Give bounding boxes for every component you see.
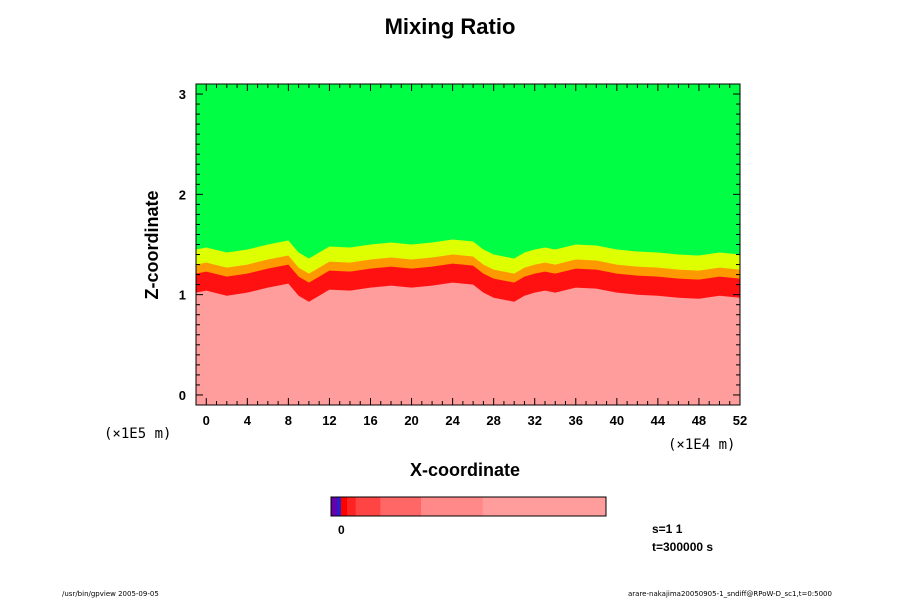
x-scale-label: (×1E4 m) bbox=[668, 437, 735, 453]
footer-right: arare-nakajima20050905-1_sndiff@RPoW-D_s… bbox=[628, 590, 832, 598]
y-tick-label: 3 bbox=[179, 87, 186, 102]
x-tick-label: 32 bbox=[527, 413, 541, 428]
status-s: s=1 1 bbox=[652, 522, 683, 536]
x-tick-label: 48 bbox=[692, 413, 706, 428]
y-axis: 0 1 2 3 bbox=[179, 83, 740, 406]
footer-left: /usr/bin/gpview 2005-09-05 bbox=[62, 590, 159, 598]
heatmap-field bbox=[196, 84, 740, 405]
status-t: t=300000 s bbox=[652, 540, 714, 554]
x-tick-label: 20 bbox=[404, 413, 418, 428]
layer-lower bbox=[196, 282, 740, 405]
x-axis-title: X-coordinate bbox=[410, 460, 520, 480]
y-tick-label: 0 bbox=[179, 388, 186, 403]
colorbar-segment bbox=[482, 497, 607, 516]
x-axis: 0 4 8 12 16 20 24 28 32 36 40 44 48 52 bbox=[195, 84, 747, 428]
colorbar bbox=[330, 496, 607, 517]
x-tick-label: 44 bbox=[651, 413, 666, 428]
x-tick-label: 8 bbox=[285, 413, 292, 428]
x-tick-label: 36 bbox=[569, 413, 583, 428]
colorbar-segment bbox=[380, 497, 422, 516]
colorbar-segment bbox=[331, 497, 338, 516]
y-axis-title: Z-coordinate bbox=[142, 190, 162, 299]
colorbar-segment bbox=[347, 497, 357, 516]
colorbar-segment bbox=[421, 497, 484, 516]
y-scale-label: (×1E5 m) bbox=[104, 426, 171, 442]
colorbar-frame bbox=[330, 496, 607, 517]
x-tick-label: 24 bbox=[445, 413, 460, 428]
x-tick-label: 0 bbox=[203, 413, 210, 428]
y-tick-label: 1 bbox=[179, 288, 186, 303]
colorbar-segment bbox=[337, 497, 342, 516]
y-tick-label: 2 bbox=[179, 187, 186, 202]
x-tick-label: 28 bbox=[486, 413, 500, 428]
x-tick-label: 40 bbox=[610, 413, 624, 428]
x-tick-label: 4 bbox=[244, 413, 252, 428]
x-tick-label: 12 bbox=[322, 413, 336, 428]
chart-title: Mixing Ratio bbox=[384, 14, 516, 39]
x-tick-label: 16 bbox=[363, 413, 377, 428]
x-tick-label: 52 bbox=[733, 413, 747, 428]
colorbar-label: 0 bbox=[338, 523, 345, 537]
colorbar-segment bbox=[340, 497, 348, 516]
colorbar-segment bbox=[355, 497, 381, 516]
